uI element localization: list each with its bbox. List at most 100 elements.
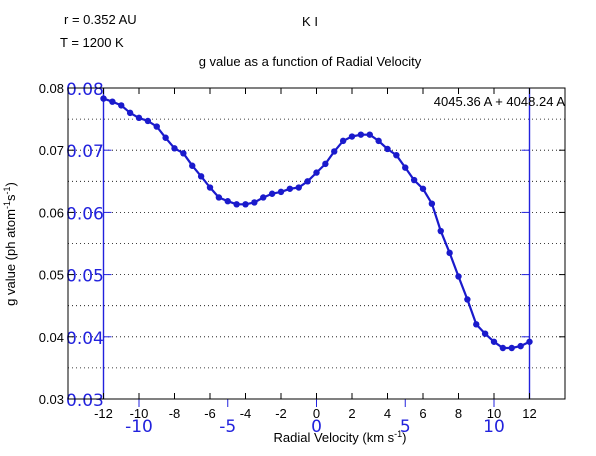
overlay-y-tick-label: 0.04: [66, 329, 104, 349]
data-point: [384, 145, 391, 153]
data-point: [180, 150, 187, 157]
y-tick-label: 0.05: [39, 268, 64, 283]
x-tick-label: 10: [487, 406, 501, 421]
overlay-x-tick-label: 10: [483, 417, 505, 437]
x-tick-label: -2: [275, 406, 287, 421]
data-point: [197, 173, 205, 180]
x-tick-label: -4: [240, 406, 252, 421]
overlay-x-tick-label: 5: [400, 417, 411, 437]
overlay-axes: 0.030.040.050.060.070.08-10 -5 0 5 10: [66, 80, 531, 437]
y-tick-label: 0.04: [39, 330, 64, 345]
data-point: [126, 109, 134, 117]
y-axis-label: g value (ph atom-1s-1): [2, 182, 18, 306]
data-point: [109, 98, 116, 105]
x-tick-label: -8: [169, 406, 181, 421]
wavelength-annotation: 4045.36 A + 4048.24 A: [434, 94, 566, 109]
data-point: [357, 131, 365, 138]
data-point: [526, 338, 533, 345]
data-point: [286, 185, 294, 192]
data-point: [189, 162, 196, 169]
data-point: [144, 117, 152, 125]
data-point: [304, 178, 311, 185]
data-point: [118, 102, 125, 109]
overlay-x-tick-label: 0: [311, 417, 322, 437]
data-point: [313, 169, 320, 176]
data-point: [322, 160, 329, 168]
data-point: [517, 342, 524, 350]
data-point: [233, 201, 240, 208]
y-tick-label: 0.03: [39, 392, 64, 407]
data-point: [260, 194, 267, 201]
chart-title: g value as a function of Radial Velocity: [199, 54, 422, 69]
x-tick-label: 4: [384, 406, 391, 421]
data-point: [490, 338, 498, 345]
data-point: [428, 200, 436, 207]
data-point: [393, 151, 400, 159]
data-point: [277, 188, 285, 196]
overlay-x-tick-label: -10: [125, 417, 153, 437]
data-point: [268, 190, 276, 197]
data-point: [215, 194, 223, 201]
data-point: [375, 137, 382, 145]
y-tick-label: 0.08: [39, 81, 64, 96]
y-axis-label-mid: s: [3, 194, 18, 201]
y-axis-ticks: 0.03 0.04 0.05 0.06 0.07 0.08: [39, 81, 565, 407]
data-point: [206, 184, 214, 191]
gridlines: [68, 118, 565, 369]
x-tick-label: 12: [522, 406, 536, 421]
x-tick-label: -12: [94, 406, 113, 421]
x-tick-label: -10: [130, 406, 149, 421]
x-tick-label: 6: [419, 406, 426, 421]
data-point: [295, 184, 302, 191]
data-point: [419, 185, 427, 192]
header-species: K I: [302, 14, 318, 29]
overlay-y-tick-label: 0.03: [66, 391, 104, 411]
x-tick-label: -6: [204, 406, 216, 421]
y-tick-label: 0.07: [39, 143, 64, 158]
y-axis-label-exponent-1: -1: [2, 201, 12, 209]
data-point: [455, 273, 462, 280]
x-axis-label-close: ): [402, 430, 406, 445]
x-tick-label: 0: [313, 406, 320, 421]
overlay-y-tick-label: 0.08: [66, 80, 104, 100]
data-point: [473, 321, 480, 328]
y-axis-label-main: g value (ph atom: [3, 209, 18, 306]
data-point: [481, 330, 489, 337]
data-point: [162, 134, 169, 141]
data-point: [251, 199, 258, 206]
data-point: [464, 296, 471, 303]
data-point: [402, 164, 409, 171]
data-point: [331, 148, 338, 155]
data-point: [499, 344, 507, 352]
data-point: [437, 227, 444, 235]
data-point: [153, 123, 160, 130]
x-axis-ticks: -12 -10 -8 -6 -4 -2 0 2 4 6 8 10 12: [94, 88, 537, 421]
series-layer: [100, 95, 533, 352]
data-point: [508, 344, 515, 352]
data-point: [366, 131, 373, 138]
data-point: [135, 114, 143, 122]
header-temperature: T = 1200 K: [60, 35, 124, 50]
y-tick-label: 0.06: [39, 205, 64, 220]
x-tick-label: 2: [348, 406, 355, 421]
x-axis-label-exponent: -1: [394, 429, 402, 439]
overlay-y-tick-label: 0.06: [66, 204, 104, 224]
data-point: [410, 176, 418, 184]
data-point: [224, 198, 231, 205]
data-point: [348, 133, 356, 140]
data-point: [339, 137, 347, 145]
header-radius: r = 0.352 AU: [64, 12, 137, 27]
overlay-x-tick-label: -5: [219, 417, 236, 437]
y-axis-label-close: ): [3, 182, 18, 186]
y-axis-label-exponent-2: -1: [2, 186, 12, 194]
overlay-y-tick-label: 0.07: [66, 142, 104, 162]
data-point: [242, 201, 249, 208]
x-tick-label: 8: [455, 406, 462, 421]
data-point: [446, 249, 453, 257]
x-axis-label: Radial Velocity (km s-1): [273, 429, 406, 445]
overlay-y-tick-label: 0.05: [66, 267, 104, 287]
data-point: [171, 145, 178, 152]
data-point: [100, 95, 107, 102]
